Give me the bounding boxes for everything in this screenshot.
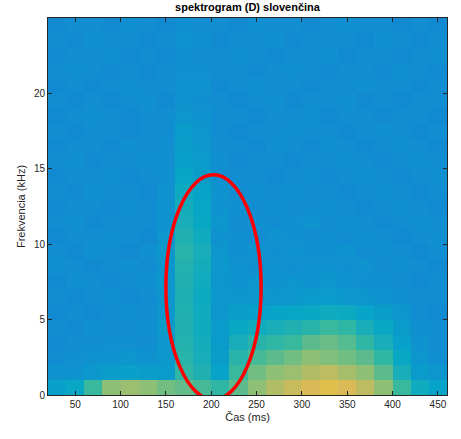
svg-text:spektrogram (D) slovenčina: spektrogram (D) slovenčina [175, 1, 321, 13]
svg-text:200: 200 [203, 399, 220, 410]
svg-text:Frekvencia (kHz): Frekvencia (kHz) [15, 165, 27, 248]
svg-text:Čas (ms): Čas (ms) [225, 411, 270, 423]
svg-text:150: 150 [158, 399, 175, 410]
svg-text:250: 250 [248, 399, 265, 410]
svg-text:450: 450 [430, 399, 447, 410]
svg-text:300: 300 [294, 399, 311, 410]
svg-text:10: 10 [34, 239, 46, 250]
svg-text:350: 350 [339, 399, 356, 410]
svg-text:50: 50 [70, 399, 82, 410]
svg-text:100: 100 [112, 399, 129, 410]
svg-text:15: 15 [34, 163, 46, 174]
svg-text:5: 5 [39, 314, 45, 325]
svg-text:20: 20 [34, 88, 46, 99]
svg-text:400: 400 [384, 399, 401, 410]
svg-text:0: 0 [39, 390, 45, 401]
